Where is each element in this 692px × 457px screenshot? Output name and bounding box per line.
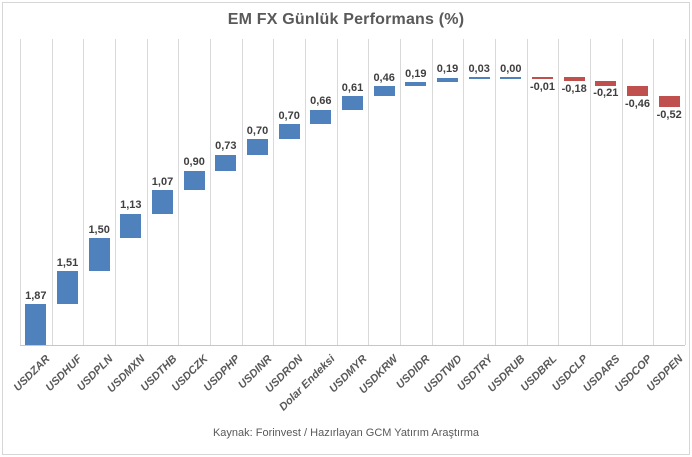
- bar-value-label: 0,73: [214, 140, 238, 153]
- waterfall-bar-USDMXN: [120, 213, 142, 239]
- bar-value-label: 1,50: [87, 223, 111, 236]
- bar-value-label: 0,90: [182, 156, 206, 169]
- bar-value-label: -0,46: [623, 97, 652, 110]
- waterfall-bar-USDPEN: [658, 96, 680, 108]
- vertical-gridline: [305, 39, 306, 345]
- vertical-gridline: [463, 39, 465, 345]
- waterfall-bar-Dolar Endeksi: [310, 109, 332, 125]
- waterfall-bar-USDTWD: [437, 77, 458, 83]
- waterfall-bar-USDCZK: [183, 170, 205, 191]
- source-caption: Kaynak: Forinvest / Hazırlayan GCM Yatır…: [212, 427, 480, 439]
- chart-title: EM FX Günlük Performans (%): [227, 11, 465, 28]
- vertical-gridline: [241, 39, 243, 345]
- waterfall-bar-USDTRY: [468, 77, 490, 80]
- waterfall-bar-USDARS: [595, 81, 617, 86]
- vertical-gridline: [83, 39, 85, 345]
- vertical-gridline: [400, 39, 401, 345]
- bar-value-label: 1,13: [119, 199, 143, 212]
- waterfall-bar-USDCOP: [627, 85, 648, 97]
- vertical-gridline: [495, 39, 496, 345]
- waterfall-bar-USDPLN: [88, 238, 110, 272]
- bar-value-label: -0,52: [655, 108, 683, 121]
- vertical-gridline: [653, 39, 655, 345]
- bar-value-label: 0,19: [404, 67, 428, 80]
- bar-value-label: 1,07: [150, 175, 175, 188]
- bar-value-label: -0,01: [528, 80, 557, 93]
- waterfall-bar-USDRON: [278, 124, 300, 140]
- vertical-gridline: [431, 39, 433, 345]
- vertical-gridline: [115, 39, 116, 345]
- bar-value-label: 0,70: [245, 124, 270, 137]
- vertical-gridline: [273, 39, 275, 345]
- bar-value-label: 1,51: [55, 256, 80, 269]
- bar-value-label: 0,03: [467, 62, 491, 75]
- vertical-gridline: [336, 39, 338, 345]
- bar-value-label: -0,21: [592, 87, 620, 100]
- vertical-gridline: [51, 39, 53, 345]
- bar-value-label: 0,19: [435, 63, 460, 76]
- vertical-gridline: [178, 39, 180, 345]
- waterfall-bar-USDIDR: [405, 82, 427, 87]
- vertical-gridline: [146, 39, 148, 345]
- waterfall-bar-USDCLP: [563, 77, 585, 82]
- vertical-gridline: [20, 39, 21, 345]
- x-axis-line: [20, 345, 685, 346]
- bar-value-label: 0,46: [372, 71, 396, 84]
- waterfall-bar-USDPHP: [215, 154, 237, 171]
- vertical-gridline: [526, 39, 528, 345]
- vertical-gridline: [685, 39, 686, 345]
- waterfall-bar-USDTHB: [152, 190, 173, 214]
- bar-value-label: 0,61: [340, 81, 365, 94]
- bar-value-label: 0,70: [277, 109, 301, 122]
- plot-area: 1,87 USDZAR 1,51 USDHUF 1,50 USDPLN 1,13 USDMXN…: [11, 39, 686, 413]
- vertical-gridline: [558, 39, 560, 345]
- waterfall-bar-USDRUB: [500, 77, 522, 80]
- vertical-gridline: [210, 39, 211, 345]
- waterfall-bar-USDMYR: [342, 96, 363, 110]
- vertical-gridline: [368, 39, 370, 345]
- vertical-gridline: [590, 39, 591, 345]
- bar-value-label: -0,18: [560, 82, 588, 95]
- waterfall-bar-USDBRL: [532, 77, 553, 80]
- waterfall-bar-USDINR: [247, 139, 268, 155]
- waterfall-bar-USDHUF: [57, 271, 78, 305]
- vertical-gridline: [621, 39, 623, 345]
- bar-value-label: 0,00: [499, 62, 523, 75]
- waterfall-bar-USDKRW: [373, 86, 395, 97]
- waterfall-bar-USDZAR: [25, 304, 47, 345]
- bar-value-label: 0,66: [309, 95, 333, 108]
- bar-value-label: 1,87: [24, 289, 48, 302]
